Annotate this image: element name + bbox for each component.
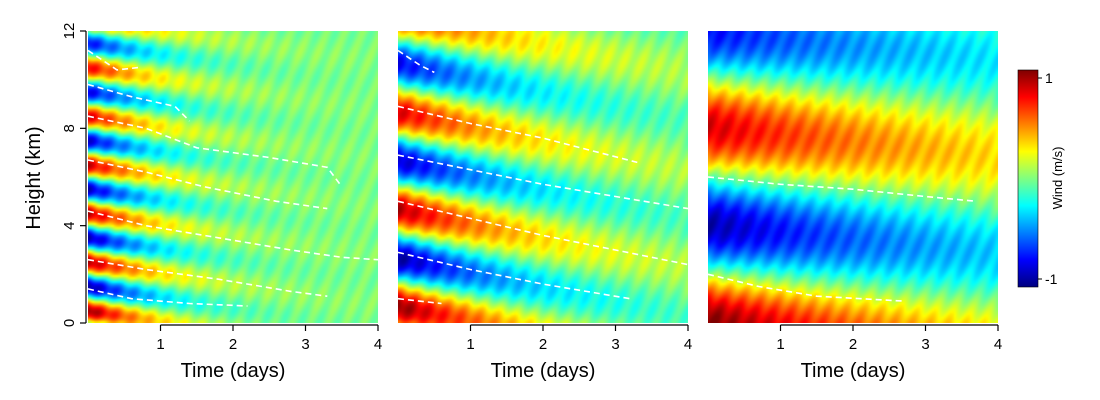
colorbar-tick-label: 1 xyxy=(1045,70,1053,86)
y-tick-label: 0 xyxy=(61,319,78,327)
x-tick-label: 3 xyxy=(301,336,309,353)
colorbar-label: Wind (m/s) xyxy=(1050,147,1065,210)
x-tick-label: 2 xyxy=(539,336,547,353)
contour-line xyxy=(397,154,689,210)
contour-line xyxy=(707,176,977,203)
x-tick-label: 4 xyxy=(374,336,382,353)
contour-line xyxy=(707,273,904,302)
x-tick-label: 1 xyxy=(156,336,164,353)
x-tick-label: 2 xyxy=(229,336,237,353)
x-tick-label: 1 xyxy=(776,336,784,353)
contour-line xyxy=(87,258,328,297)
x-tick-label: 2 xyxy=(849,336,857,353)
y-axis-label: Height (km) xyxy=(23,126,45,229)
y-tick-label: 12 xyxy=(61,23,78,40)
contour-line xyxy=(87,159,328,210)
x-axis-label: Time (days) xyxy=(181,360,286,382)
colorbar-tick-label: -1 xyxy=(1045,271,1058,287)
heatmap-field xyxy=(398,31,688,323)
x-axis-label: Time (days) xyxy=(801,360,906,382)
y-tick-label: 4 xyxy=(61,221,78,229)
x-tick-label: 4 xyxy=(684,336,692,353)
contour-line xyxy=(87,210,379,261)
contour-line xyxy=(87,115,343,188)
heatmap-panel-2: 1 2 3 4 Time (days) xyxy=(397,31,692,382)
heatmap-field xyxy=(88,31,378,323)
heatmap-panel-3: 1 2 3 4 Time (days) xyxy=(707,31,1002,382)
x-tick-label: 1 xyxy=(466,336,474,353)
x-tick-label: 4 xyxy=(994,336,1002,353)
contour-line xyxy=(87,83,191,122)
x-tick-label: 3 xyxy=(921,336,929,353)
contour-line xyxy=(397,105,638,164)
contour-line xyxy=(397,297,442,305)
contour-line xyxy=(87,49,139,71)
contour-line xyxy=(397,251,631,300)
contour-line xyxy=(87,288,248,307)
x-tick-label: 3 xyxy=(611,336,619,353)
y-tick-label: 8 xyxy=(61,124,78,132)
colorbar-gradient xyxy=(1017,69,1039,288)
colorbar: 1 -1 Wind (m/s) xyxy=(1017,69,1065,288)
x-axis-label: Time (days) xyxy=(491,360,596,382)
heatmap-field xyxy=(708,31,998,323)
